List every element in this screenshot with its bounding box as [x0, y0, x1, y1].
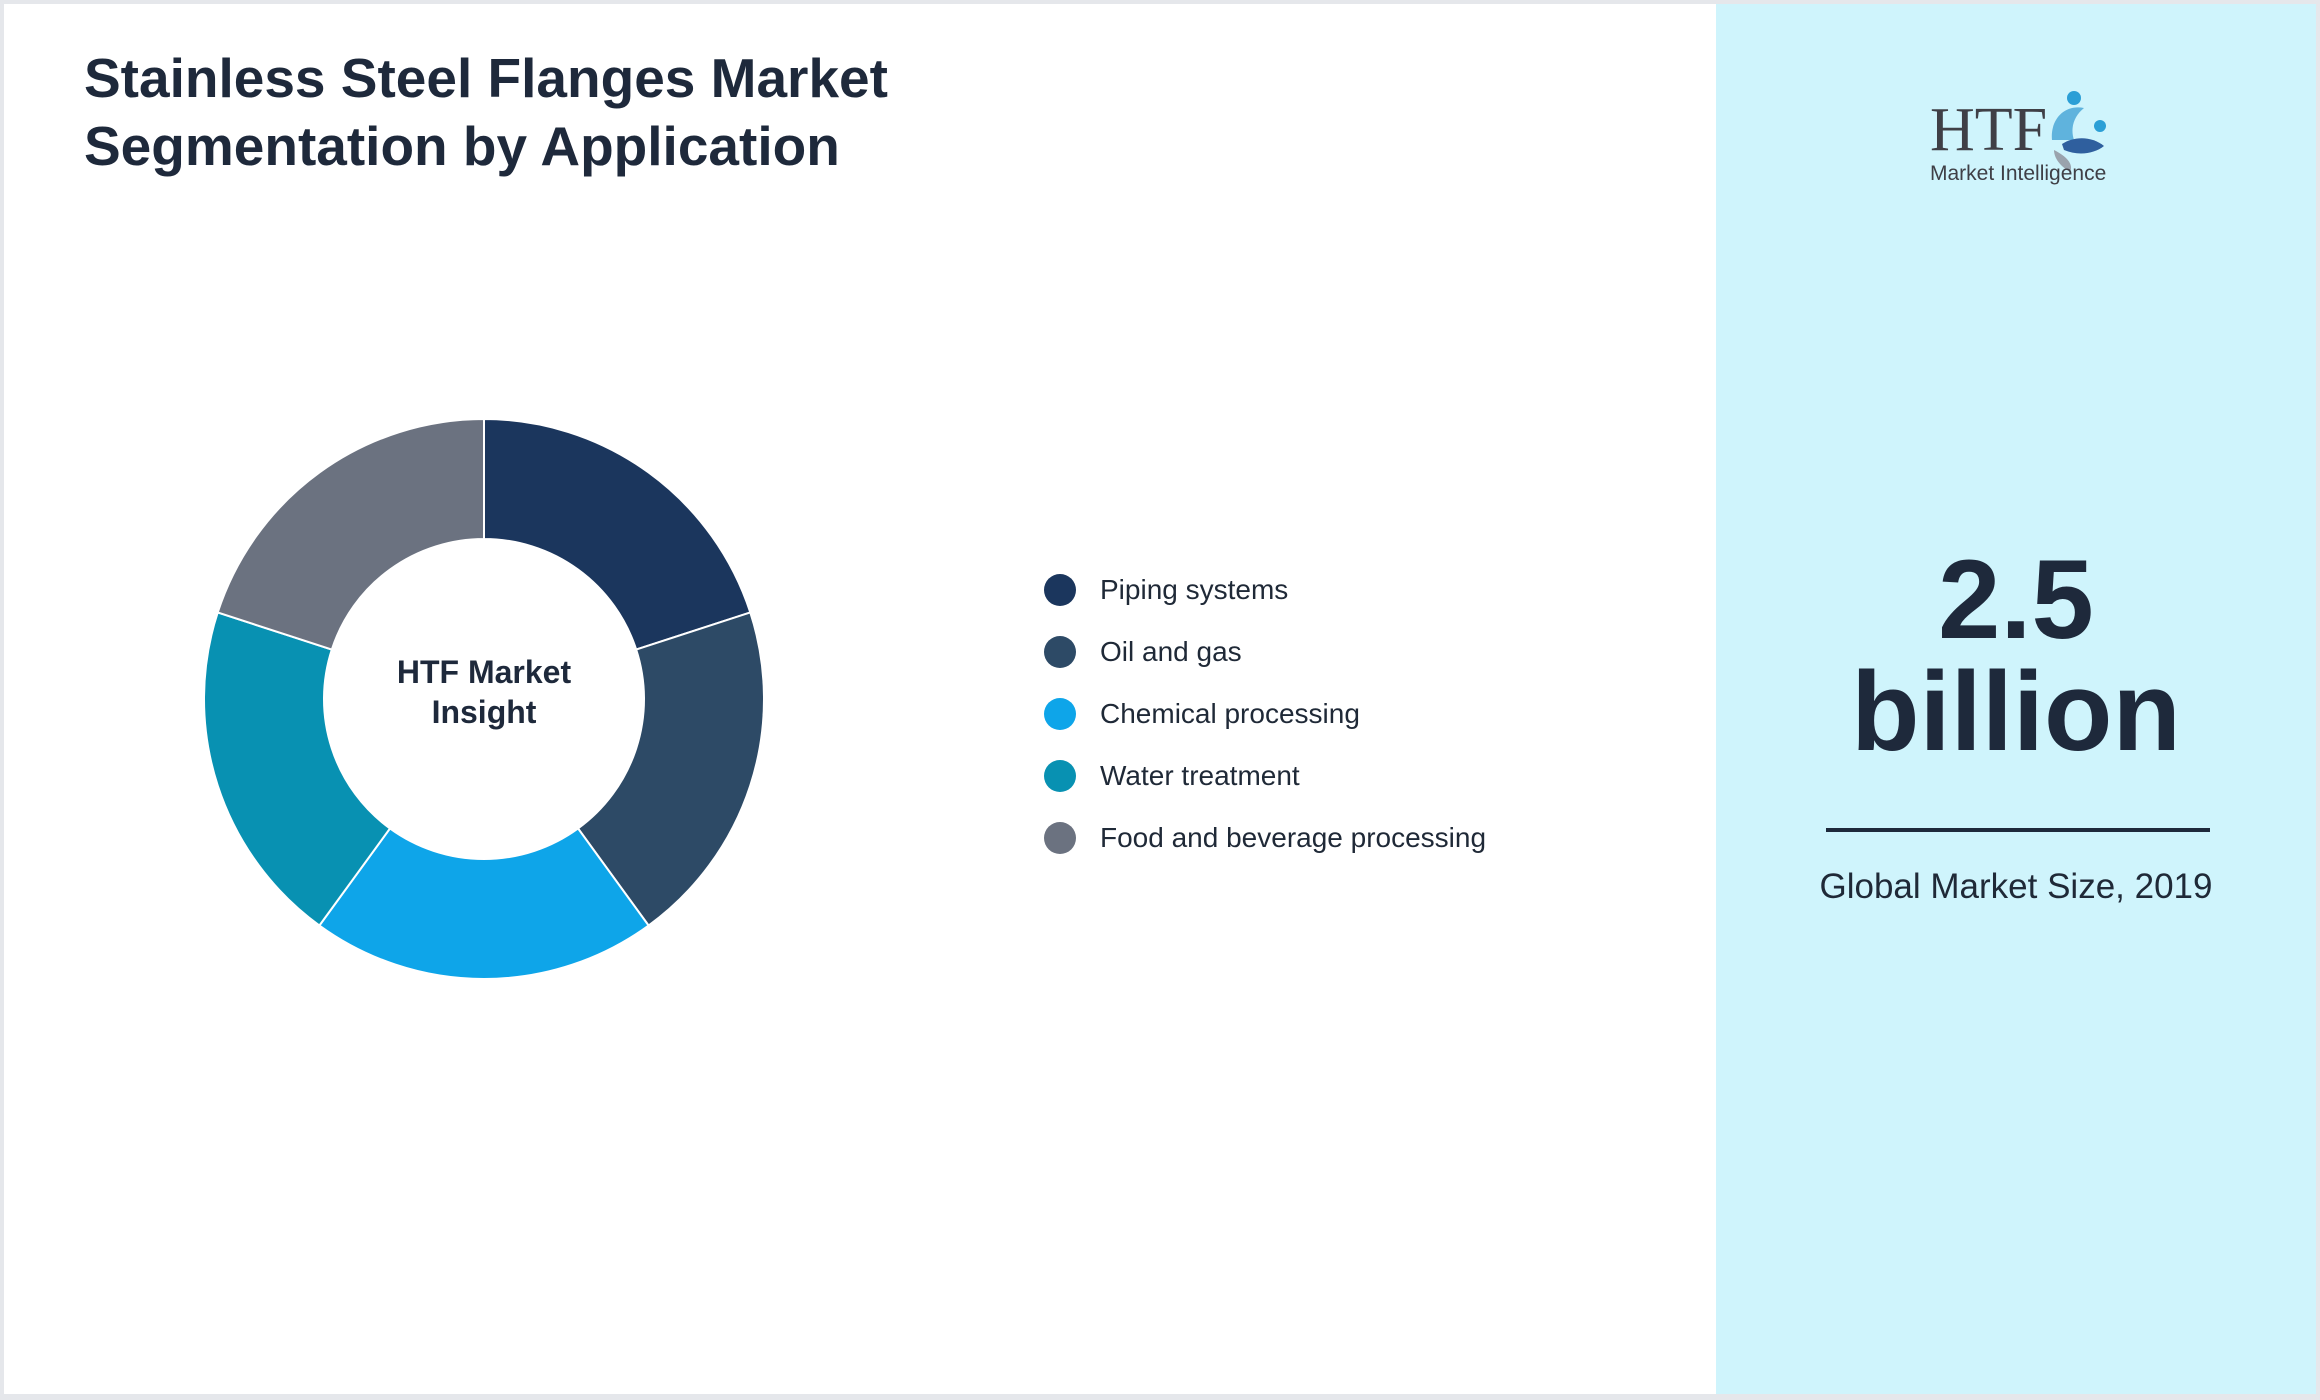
legend-swatch: [1044, 636, 1076, 668]
donut-slice-chemical-processing: [318, 827, 650, 981]
market-size-value: 2.5 billion: [1716, 544, 2316, 768]
htf-logo-icon: HTF Market Intelligence: [1930, 91, 2106, 185]
market-size-value-part: 2.5: [1938, 537, 2094, 662]
donut-slice-oil-and-gas: [576, 611, 765, 927]
legend-swatch: [1044, 574, 1076, 606]
donut-center-label: HTF Market Insight: [397, 654, 572, 730]
market-size-caption: Global Market Size, 2019: [1819, 867, 2213, 906]
summary-panel: HTF Market Intelligence 2.5 billion Globa…: [1716, 4, 2316, 1394]
legend-swatch: [1044, 822, 1076, 854]
legend-label: Chemical processing: [1100, 698, 1360, 729]
donut-chart: HTF Market Insight: [203, 417, 765, 981]
legend-item: Food and beverage processing: [1044, 807, 1486, 869]
legend-label: Piping systems: [1100, 574, 1289, 605]
logo-subtitle: Market Intelligence: [1930, 162, 2106, 185]
legend-swatch: [1044, 698, 1076, 730]
legend-item: Chemical processing: [1044, 683, 1486, 745]
legend-label: Oil and gas: [1100, 636, 1242, 667]
donut-slice-water-treatment: [203, 611, 392, 927]
donut-slice-piping-systems: [483, 417, 752, 651]
divider: [1826, 828, 2210, 832]
legend-item: Oil and gas: [1044, 621, 1486, 683]
legend-swatch: [1044, 760, 1076, 792]
donut-slice-food-and-beverage-processing: [216, 417, 485, 651]
legend-item: Piping systems: [1044, 559, 1486, 621]
chart-panel: Stainless Steel Flanges Market Segmentat…: [4, 4, 1716, 1394]
chart-title: Stainless Steel Flanges Market Segmentat…: [84, 47, 888, 177]
market-size-value-part: billion: [1851, 649, 2181, 774]
logo-text: HTF: [1930, 96, 2047, 164]
infographic-card: Stainless Steel Flanges Market Segmentat…: [4, 4, 2316, 1394]
legend-label: Water treatment: [1100, 760, 1300, 791]
legend-item: Water treatment: [1044, 745, 1486, 807]
chart-legend: Piping systems Oil and gas Chemical proces…: [1044, 559, 1486, 869]
legend-label: Food and beverage processing: [1100, 822, 1487, 853]
